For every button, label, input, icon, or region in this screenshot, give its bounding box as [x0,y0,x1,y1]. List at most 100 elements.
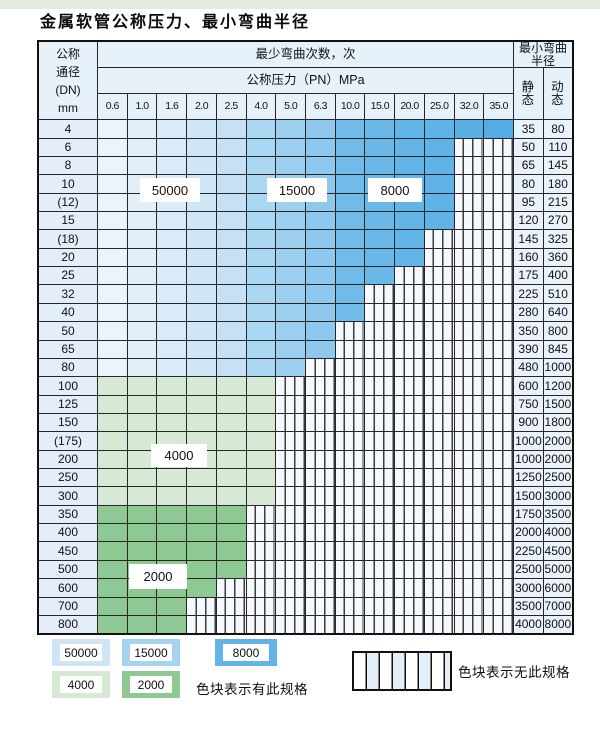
cycle-cell [186,468,217,488]
cycle-cell [245,266,277,286]
cycle-cell [156,155,188,176]
cycle-label-8000: 8000 [368,178,422,202]
cycle-cell [97,486,128,506]
dn-cell: 20 [37,247,98,268]
cycle-cell [305,210,336,231]
static-radius-cell: 50 [513,137,544,157]
legend-swatch-2000: 2000 [122,671,180,698]
static-radius-cell: 600 [513,376,544,396]
no-spec-cell [275,486,307,506]
no-spec-cell [394,302,425,323]
pressure-col-1.6: 1.6 [156,93,188,121]
static-radius-cell: 480 [513,357,544,378]
no-spec-cell [453,523,485,543]
cycle-cell [97,119,128,139]
page-title: 金属软管公称压力、最小弯曲半径 [40,12,311,31]
cycle-cell [215,559,247,580]
cycle-cell [156,412,188,433]
no-spec-cell [453,468,485,488]
cycle-cell [186,155,217,176]
no-spec-cell [245,614,277,635]
cycle-cell [126,376,158,396]
cycle-cell [394,119,425,139]
cycle-cell [156,376,188,396]
cycle-cell [97,247,128,268]
no-spec-cell [215,596,247,616]
dn-cell: 400 [37,523,98,543]
dynamic-radius-cell: 80 [542,119,574,139]
no-spec-cell [453,376,485,396]
no-spec-cell [305,559,336,580]
cycle-cell [97,578,128,598]
table-row-dn-300: 300 1500 3000 [37,486,574,506]
no-spec-cell [453,247,485,268]
no-spec-cell [394,376,425,396]
cycle-cell [275,247,307,268]
table-row-dn-125: 125 750 1500 [37,394,574,414]
dynamic-radius-cell: 1200 [542,376,574,396]
cycle-cell [215,137,247,157]
cycle-cell [394,247,425,268]
cycle-cell [215,541,247,561]
table-row-dn-15: 15 120 270 [37,210,574,231]
legend-swatch-15000: 15000 [122,639,180,666]
dn-cell: 10 [37,174,98,194]
static-radius-cell: 160 [513,247,544,268]
no-spec-cell [453,412,485,433]
cycle-cell [215,339,247,359]
min-cycles-header: 最少弯曲次数，次 [96,40,515,69]
table-row-dn-40: 40 280 640 [37,302,574,323]
cycle-cell [215,192,247,212]
dynamic-radius-cell: 215 [542,192,574,212]
no-spec-cell [483,266,515,286]
cycle-cell [156,229,188,249]
no-spec-cell [423,266,455,286]
no-spec-cell [334,468,366,488]
pressure-col-2.0: 2.0 [186,93,217,121]
no-spec-cell [245,578,277,598]
dynamic-radius-cell: 2500 [542,468,574,488]
table-row-dn-25: 25 175 400 [37,266,574,286]
dynamic-radius-cell: 6000 [542,578,574,598]
cycle-cell [126,119,158,139]
cycle-cell [97,431,128,451]
dynamic-radius-cell: 3000 [542,486,574,506]
dn-cell: (12) [37,192,98,212]
no-spec-cell [305,468,336,488]
cycle-cell [275,137,307,157]
table-row-dn-100: 100 600 1200 [37,376,574,396]
legend-swatch-label: 15000 [130,644,172,661]
no-spec-cell [245,596,277,616]
cycle-label-2000: 2000 [129,564,187,589]
dn-cell: 6 [37,137,98,157]
pressure-col-6.3: 6.3 [305,93,336,121]
cycle-cell [126,523,158,543]
legend-swatch-label: 2000 [130,676,172,693]
no-spec-cell [423,339,455,359]
no-spec-cell [334,504,366,525]
cycle-cell [275,357,307,378]
no-spec-cell [483,412,515,433]
no-spec-cell [453,210,485,231]
no-spec-cell [305,578,336,598]
no-spec-cell [275,431,307,451]
min-radius-header: 最小弯曲半径 [513,40,574,69]
no-spec-cell [394,284,425,304]
cycle-cell [275,339,307,359]
no-spec-cell [483,578,515,598]
no-spec-cell [483,504,515,525]
cycle-cell [97,155,128,176]
no-spec-cell [364,284,396,304]
no-spec-cell [483,192,515,212]
no-spec-cell [394,559,425,580]
cycle-cell [126,229,158,249]
cycle-cell [245,302,277,323]
cycle-cell [275,284,307,304]
dynamic-radius-cell: 2000 [542,431,574,451]
cycle-cell [305,302,336,323]
cycle-cell [97,523,128,543]
cycle-cell [334,210,366,231]
cycle-cell [394,155,425,176]
no-spec-cell [334,541,366,561]
cycle-cell [97,339,128,359]
